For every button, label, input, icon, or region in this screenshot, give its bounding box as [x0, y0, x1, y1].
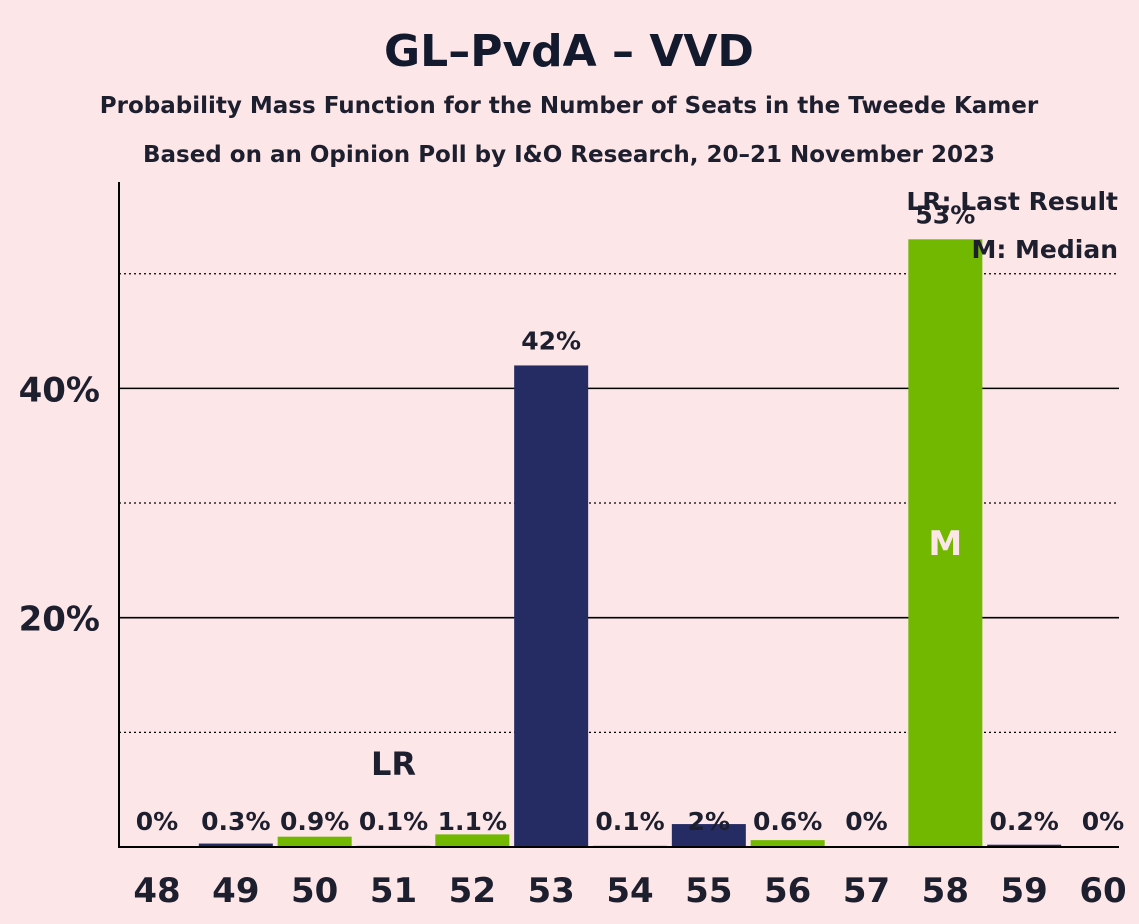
x-tick-label-59: 59 — [1001, 871, 1048, 911]
value-label-49: 0.3% — [201, 807, 270, 836]
value-label-53: 42% — [521, 326, 581, 355]
bar-58 — [908, 239, 983, 848]
x-tick-label-55: 55 — [685, 871, 732, 911]
value-label-56: 0.6% — [753, 807, 822, 836]
value-label-54: 0.1% — [595, 807, 664, 836]
axes: 20% 40% 48 49 50 51 52 53 54 55 56 57 58 59 60 — [19, 182, 1127, 911]
bar-53 — [514, 365, 589, 847]
legend: LR: Last Result M: Median — [906, 187, 1118, 264]
legend-entry: M: Median — [971, 235, 1118, 264]
bar-52 — [435, 834, 510, 847]
chart-source: Based on an Opinion Poll by I&O Research… — [143, 142, 995, 168]
x-tick-label-50: 50 — [291, 871, 338, 911]
value-label-52: 1.1% — [438, 807, 507, 836]
value-label-60: 0% — [1082, 807, 1124, 836]
value-label-48: 0% — [136, 807, 178, 836]
value-label-50: 0.9% — [280, 807, 349, 836]
last-result-marker: LR — [371, 745, 416, 783]
bar-59 — [987, 844, 1062, 847]
y-tick-label: 20% — [19, 600, 100, 640]
bar-50 — [277, 836, 352, 847]
x-tick-label-52: 52 — [449, 871, 496, 911]
value-label-59: 0.2% — [989, 807, 1058, 836]
legend-entry: LR: Last Result — [906, 187, 1118, 216]
value-labels: 0% 0.3% 0.9% 0.1% 1.1% 42% 0.1% 2% 0.6% 0% 53% 0.2%… — [136, 200, 1124, 836]
x-tick-label-60: 60 — [1079, 871, 1126, 911]
x-tick-label-49: 49 — [212, 871, 259, 911]
value-label-55: 2% — [688, 807, 730, 836]
bar-56 — [750, 840, 825, 847]
x-tick-label-56: 56 — [764, 871, 811, 911]
bar-55 — [671, 824, 746, 847]
median-marker: M — [928, 524, 962, 564]
chart-subtitle: Probability Mass Function for the Number… — [100, 93, 1039, 119]
x-tick-label-58: 58 — [922, 871, 969, 911]
x-tick-label-53: 53 — [528, 871, 575, 911]
value-label-58: 53% — [915, 200, 975, 229]
x-tick-label-51: 51 — [370, 871, 417, 911]
x-tick-label-57: 57 — [843, 871, 890, 911]
y-tick-label: 40% — [19, 370, 100, 410]
x-tick-label-54: 54 — [606, 871, 653, 911]
value-label-57: 0% — [845, 807, 887, 836]
chart-title: GL–PvdA – VVD — [384, 26, 754, 77]
x-tick-label-48: 48 — [133, 871, 180, 911]
bar-49 — [198, 843, 273, 847]
bars — [198, 239, 1062, 848]
value-label-51: 0.1% — [359, 807, 428, 836]
